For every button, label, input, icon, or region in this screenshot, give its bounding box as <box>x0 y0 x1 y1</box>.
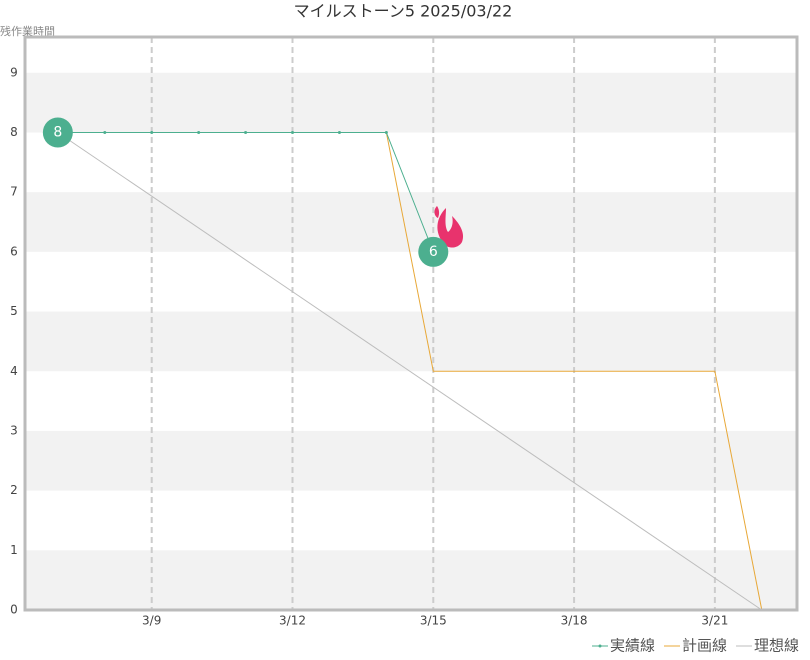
point <box>244 131 248 134</box>
legend-label: 計画線 <box>682 637 727 655</box>
plot-frame <box>23 35 799 612</box>
data-label: 8 <box>53 125 62 141</box>
labels: 86 <box>42 117 449 267</box>
y-tick-label: 8 <box>10 125 18 139</box>
legend: 実績線 計画線 理想線 <box>592 637 799 655</box>
grid-band <box>25 311 797 372</box>
grid-band <box>25 72 797 133</box>
lines <box>57 131 763 611</box>
point <box>103 131 107 134</box>
y-tick-label: 1 <box>10 543 18 557</box>
legend-marker <box>598 644 602 648</box>
y-tick-label: 0 <box>10 603 18 617</box>
bands <box>25 72 797 610</box>
x-tick-label: 3/21 <box>701 614 728 628</box>
point <box>150 131 154 134</box>
y-tick-label: 7 <box>10 185 18 199</box>
point <box>384 131 388 134</box>
flame-icon <box>434 206 464 248</box>
x-tick-label: 3/9 <box>142 614 161 628</box>
data-label: 6 <box>429 244 438 260</box>
point <box>291 131 295 134</box>
y-tick-label: 3 <box>10 423 18 437</box>
y-tick-label: 9 <box>10 65 18 79</box>
y-axis-label: 残作業時間 <box>0 24 55 38</box>
chart-title: マイルストーン5 2025/03/22 <box>294 2 513 21</box>
point <box>337 131 341 134</box>
point-badge <box>42 117 73 148</box>
x-tick-label: 3/15 <box>420 614 447 628</box>
grid-band <box>25 550 797 610</box>
grid-band <box>25 430 797 491</box>
series-line <box>57 132 763 611</box>
point-badge <box>418 236 449 267</box>
x-tick-label: 3/18 <box>561 614 588 628</box>
legend-label: 実績線 <box>610 637 655 655</box>
x-tick-label: 3/12 <box>279 614 306 628</box>
legend-label: 理想線 <box>754 637 799 655</box>
y-tick-label: 2 <box>10 483 18 497</box>
point <box>197 131 201 134</box>
y-tick-label: 6 <box>10 244 18 258</box>
grid-band <box>25 192 797 252</box>
y-tick-label: 4 <box>10 364 18 378</box>
y-tick-label: 5 <box>10 304 18 318</box>
